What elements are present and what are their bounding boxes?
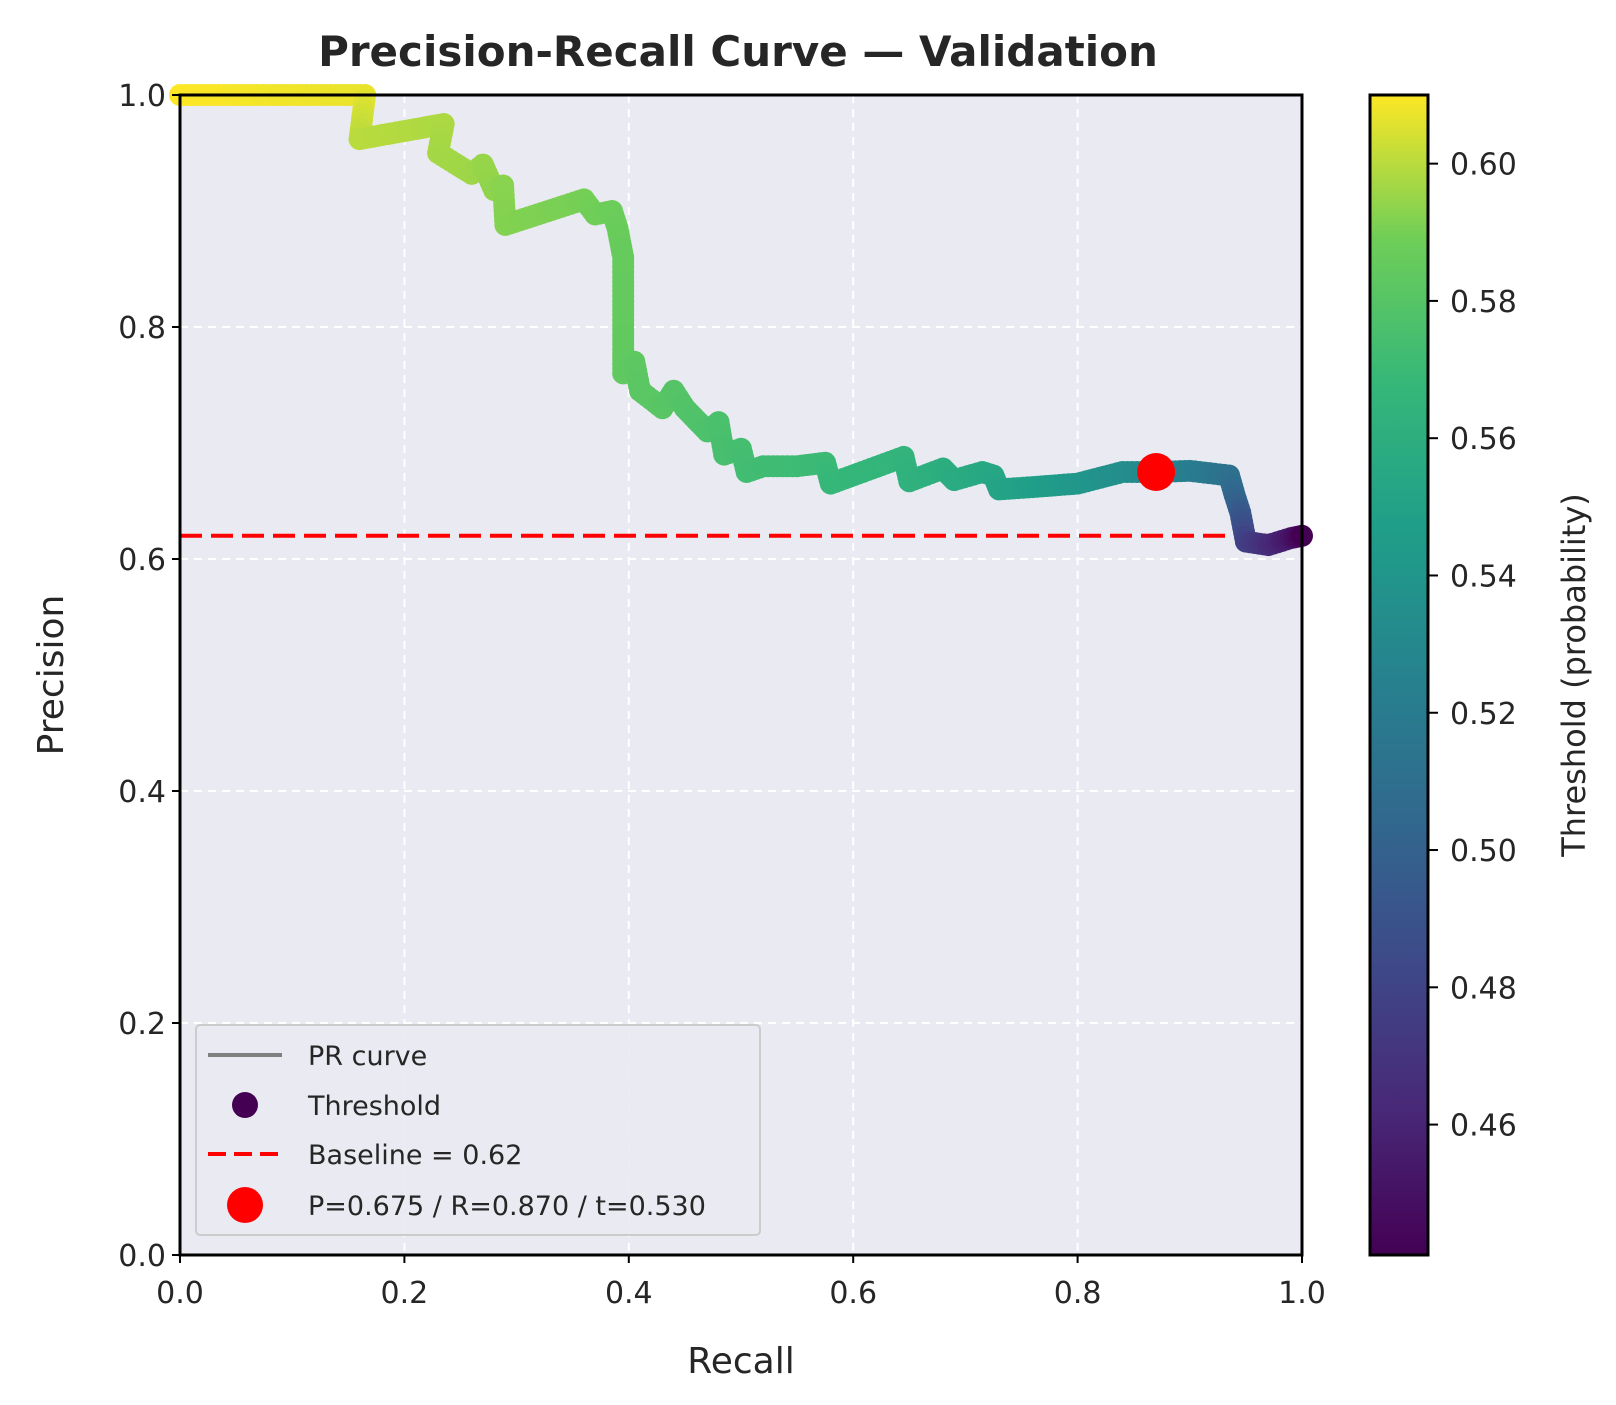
colorbar-tick-label: 0.46 — [1450, 1109, 1517, 1144]
x-tick-label: 0.4 — [605, 1276, 653, 1311]
legend-best-marker-label: P=0.675 / R=0.870 / t=0.530 — [308, 1191, 706, 1222]
x-tick-label: 1.0 — [1278, 1276, 1326, 1311]
x-tick-label: 0.6 — [829, 1276, 877, 1311]
y-tick-label: 0.6 — [118, 543, 166, 578]
colorbar-tick-label: 0.50 — [1450, 834, 1517, 869]
colorbar-tick-label: 0.56 — [1450, 422, 1517, 457]
y-axis-label: Precision — [31, 595, 72, 756]
legend-box — [195, 1024, 761, 1236]
y-tick-label: 0.4 — [118, 775, 166, 810]
legend-pr-curve-label: PR curve — [308, 1041, 427, 1072]
colorbar-tick-label: 0.60 — [1450, 148, 1517, 183]
x-tick-label: 0.8 — [1054, 1276, 1102, 1311]
threshold-points — [169, 84, 1313, 557]
colorbar-tick-label: 0.52 — [1450, 697, 1517, 732]
legend-best-marker-swatch — [227, 1187, 263, 1223]
x-axis-label: Recall — [687, 1341, 794, 1382]
legend-baseline-label: Baseline = 0.62 — [308, 1140, 522, 1171]
x-tick-label: 0.2 — [381, 1276, 429, 1311]
y-axis-ticks: 0.0 0.2 0.4 0.6 0.8 1.0 — [118, 79, 180, 1274]
colorbar — [1368, 93, 1430, 1257]
colorbar-label: Threshold (probability) — [1555, 493, 1593, 858]
legend-threshold-label: Threshold — [307, 1091, 441, 1122]
legend: PR curve Threshold Baseline = 0.62 P=0.6… — [195, 1024, 761, 1236]
colorbar-tick-label: 0.54 — [1450, 559, 1517, 594]
y-tick-label: 1.0 — [118, 79, 166, 114]
x-tick-label: 0.0 — [156, 1276, 204, 1311]
colorbar-tick-label: 0.48 — [1450, 971, 1517, 1006]
y-tick-label: 0.8 — [118, 311, 166, 346]
colorbar-tick-label: 0.58 — [1450, 285, 1517, 320]
colorbar-ticks: 0.46 0.48 0.50 0.52 0.54 0.56 0.58 0.60 — [1428, 148, 1517, 1144]
legend-threshold-swatch — [232, 1092, 258, 1118]
best-threshold-marker — [1137, 453, 1176, 491]
x-axis-ticks: 0.0 0.2 0.4 0.6 0.8 1.0 — [156, 1255, 1326, 1311]
y-tick-label: 0.0 — [118, 1239, 166, 1274]
chart-title: Precision-Recall Curve — Validation — [318, 27, 1158, 76]
y-tick-label: 0.2 — [118, 1007, 166, 1042]
plot-frame — [178, 93, 1304, 1257]
